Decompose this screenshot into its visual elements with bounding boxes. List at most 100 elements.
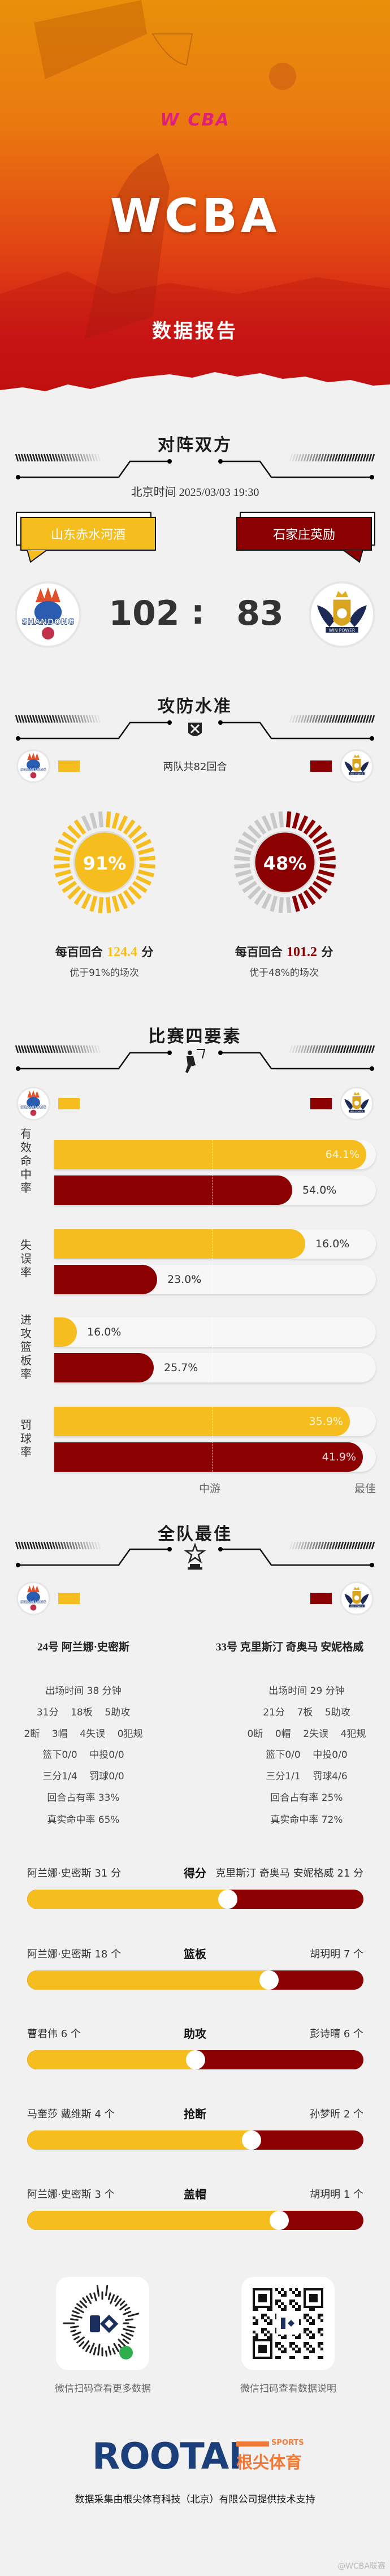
away-player-stat: 21分 7板 5助攻 — [263, 1707, 350, 1718]
gauge-tick-filled — [319, 863, 336, 869]
gauge-tick-empty — [234, 855, 250, 862]
away-color-swatch — [310, 1098, 332, 1109]
rating-value: 101.2 — [287, 945, 317, 959]
home-score: 102 — [109, 594, 180, 633]
gauge-tick-filled — [81, 893, 92, 910]
section-title-matchup: 对阵双方 — [158, 435, 232, 455]
gauge-tick-empty — [247, 885, 262, 900]
gauge-tick-filled — [318, 847, 335, 855]
mini-program-qr-code[interactable] — [56, 2277, 149, 2370]
midline-marker — [212, 1140, 213, 1205]
svg-text:SHANDONG: SHANDONG — [20, 1600, 46, 1605]
factor-label-ftr: 罚球率 — [20, 1418, 32, 1459]
leader-compare-bar — [27, 1890, 363, 1909]
leader-away: 胡玥明 1 个 — [310, 2189, 363, 2201]
section-divider — [15, 453, 375, 479]
gauge-tick-filled — [54, 855, 70, 862]
factor-bar-fill — [54, 1229, 305, 1259]
gauge-tick-filled — [111, 895, 120, 912]
qr-right-caption: 微信扫码查看数据说明 — [240, 2383, 336, 2395]
svg-text:SHANDONG: SHANDONG — [20, 767, 46, 772]
leader-home: 阿兰娜·史密斯 18 个 — [27, 1948, 122, 1960]
away-off-rating: 每百回合 101.2 分 — [187, 943, 382, 960]
gauge-tick-empty — [261, 815, 272, 832]
brand-cn: 根尖体育 — [236, 2453, 302, 2472]
gauge-tick-filled — [128, 885, 142, 900]
eagle-emblem-icon: WIN POWER — [344, 1092, 369, 1113]
gauge-tick-filled — [55, 869, 72, 878]
svg-text:WIN POWER: WIN POWER — [350, 1605, 363, 1607]
gauge-tick-filled — [135, 839, 152, 849]
home-percentile: 91% — [83, 853, 127, 874]
rating-unit: 分 — [321, 945, 333, 959]
rating-prefix: 每百回合 — [235, 945, 283, 959]
brand-sports: SPORTS — [271, 2439, 304, 2447]
section-divider — [15, 1045, 375, 1073]
gauge-tick-empty — [278, 811, 284, 828]
factor-bar-fill — [54, 1140, 366, 1169]
factor-bar-fill — [54, 1407, 350, 1436]
away-player-stat: 回合占有率 25% — [270, 1792, 343, 1804]
away-color-swatch — [310, 1593, 332, 1604]
score-separator: : — [191, 593, 205, 632]
away-player-stat: 0断 0帽 2失误 4犯规 — [247, 1728, 366, 1740]
away-team-logo-small: WIN POWER — [341, 1088, 372, 1119]
gauge-tick-empty — [270, 812, 278, 829]
home-player-stat: 2断 3帽 4失误 0犯规 — [24, 1728, 143, 1740]
gauge-tick-filled — [292, 812, 300, 829]
home-player-stat: 回合占有率 33% — [47, 1792, 120, 1804]
home-share — [27, 2050, 196, 2069]
factor-bar-away: 54.0% — [54, 1175, 376, 1205]
leader-away: 彭诗晴 6 个 — [310, 2028, 363, 2040]
gauge-tick-filled — [285, 811, 292, 828]
away-team-logo: WIN POWER — [311, 584, 373, 646]
leader-category: 得分 — [184, 1866, 206, 1880]
section-title-efficiency: 攻防水准 — [158, 697, 232, 716]
home-team-logo-small: SHANDONG — [18, 1583, 49, 1614]
home-color-swatch — [58, 760, 80, 772]
gauge-tick-filled — [319, 855, 336, 862]
factor-value: 23.0% — [167, 1273, 202, 1286]
dragon-emblem-icon: SHANDONG — [20, 1585, 46, 1611]
hero-subtitle: 数据报告 — [152, 320, 238, 343]
home-color-swatch — [58, 1593, 80, 1604]
home-share — [27, 1890, 228, 1909]
gauge-tick-empty — [98, 811, 104, 828]
svg-text:WIN POWER: WIN POWER — [329, 628, 356, 633]
gauge-tick-empty — [237, 839, 254, 849]
home-efficiency-gauge — [54, 811, 155, 913]
gauge-tick-filled — [139, 855, 155, 862]
gauge-tick-filled — [57, 875, 74, 886]
gauge-tick-empty — [237, 875, 254, 886]
away-player-stat: 出场时间 29 分钟 — [268, 1685, 345, 1697]
rating-value: 124.4 — [107, 945, 137, 959]
gauge-tick-empty — [81, 815, 92, 832]
shield-swords-icon — [188, 723, 202, 736]
gauge-tick-empty — [89, 812, 98, 829]
gauge-tick-filled — [128, 824, 142, 839]
gauge-tick-filled — [57, 839, 74, 849]
factor-value: 64.1% — [325, 1148, 359, 1161]
gauge-tick-empty — [254, 819, 267, 835]
away-team-logo-small: WIN POWER — [341, 1583, 372, 1614]
gauge-tick-filled — [111, 812, 120, 829]
data-credit: 数据采集由根尖体育科技（北京）有限公司提供技术支持 — [75, 2494, 315, 2505]
away-efficiency-gauge — [234, 811, 336, 913]
factor-bar-home: 35.9% — [54, 1407, 376, 1436]
speech-tail — [26, 550, 49, 563]
eagle-emblem-icon: WIN POWER — [344, 754, 369, 775]
rating-unit: 分 — [141, 945, 154, 959]
factor-label-orb: 进攻篮板率 — [20, 1313, 32, 1381]
dragon-emblem-icon: SHANDONG — [20, 1090, 46, 1116]
qr-pattern — [63, 2285, 140, 2359]
gauge-tick-filled — [123, 889, 136, 905]
hero-title: WCBA — [110, 189, 280, 243]
gauge-tick-empty — [242, 880, 258, 893]
gauge-tick-empty — [278, 897, 284, 913]
section-title-team-best: 全队最佳 — [158, 1524, 232, 1544]
factor-bar-fill — [54, 1353, 154, 1382]
home-player-stat: 31分 18板 5助攻 — [36, 1707, 131, 1718]
gauge-tick-filled — [137, 847, 154, 855]
gauge-tick-filled — [303, 819, 316, 835]
wechat-qr-code[interactable] — [241, 2277, 335, 2370]
